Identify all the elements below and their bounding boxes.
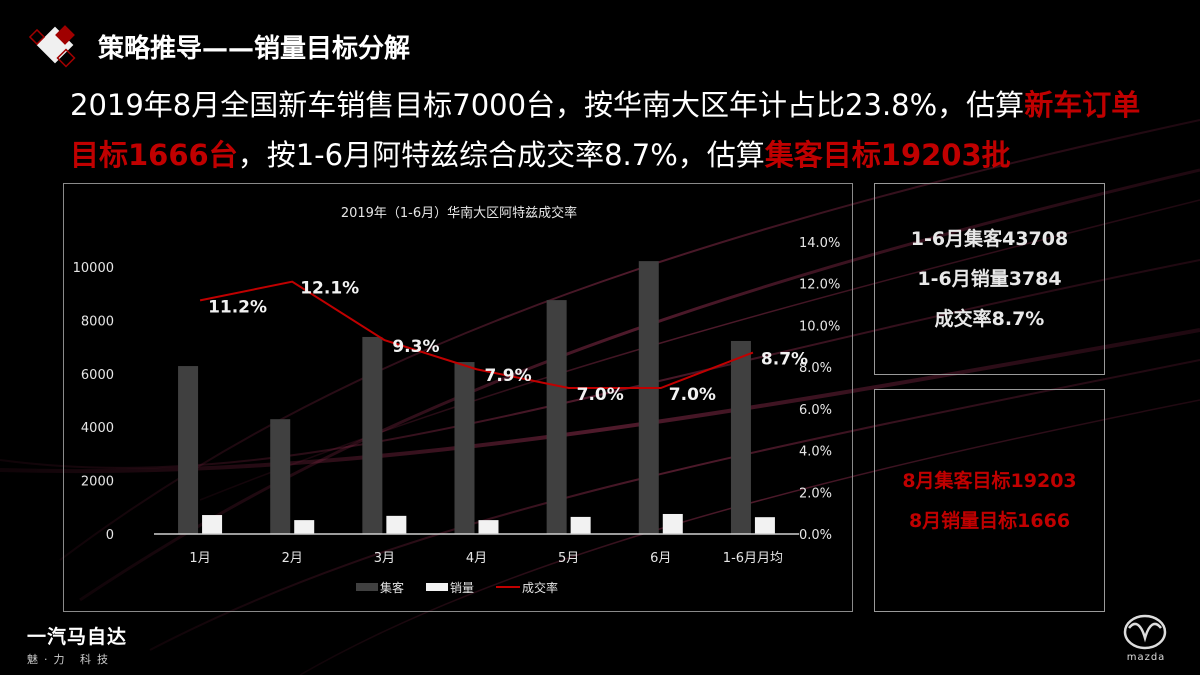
bar-sales	[294, 520, 315, 534]
bar-leads	[730, 340, 751, 534]
rate-data-label: 9.3%	[392, 337, 439, 357]
lead-target-highlight: 集客目标19203批	[764, 138, 1011, 172]
left-axis-tick: 4000	[81, 421, 114, 436]
x-axis-label: 1-6月月均	[723, 551, 783, 566]
chart-title: 2019年（1-6月）华南大区阿特兹成交率	[341, 205, 577, 221]
bar-sales	[202, 515, 223, 534]
right-axis-tick: 0.0%	[799, 528, 832, 543]
target-line-leads: 8月集客目标19203	[902, 469, 1077, 492]
bar-sales	[662, 513, 683, 534]
brand-name: 一汽马自达	[27, 626, 128, 648]
rate-data-label: 7.9%	[485, 366, 532, 386]
conversion-chart: 2019年（1-6月）华南大区阿特兹成交率 0 2000 4000 6000 8000 10…	[63, 183, 853, 612]
x-axis-label: 3月	[374, 551, 395, 566]
conversion-rate-line	[199, 280, 754, 389]
x-axis-label: 1月	[189, 551, 210, 566]
diamond-card-icon	[28, 25, 76, 68]
mazda-wordmark: mazda	[1126, 652, 1166, 663]
legend-swatch-sales	[426, 583, 448, 591]
legend-label-rate: 成交率	[522, 580, 558, 595]
chart-canvas: 2019年（1-6月）华南大区阿特兹成交率 0 2000 4000 6000 8000 10…	[73, 205, 841, 595]
summary-segment: 2019年8月全国新车销售目标7000台，按华南大区年计占比23.8%，估算	[70, 88, 1025, 122]
bar-sales	[478, 520, 499, 534]
bar-leads	[638, 261, 659, 534]
rate-data-label: 12.1%	[300, 279, 359, 299]
bar-leads	[546, 300, 567, 534]
rate-data-label: 8.7%	[761, 350, 808, 370]
summary-segment: ，按1-6月阿特兹综合成交率8.7%，估算	[237, 138, 765, 172]
x-axis-label: 2月	[282, 551, 303, 566]
bar-leads	[454, 362, 475, 534]
legend-label-leads: 集客	[380, 580, 404, 595]
mazda-logo-icon	[1123, 614, 1167, 650]
stats-box: 1-6月集客43708 1-6月销量3784 成交率8.7%	[874, 183, 1105, 375]
stats-line-sales: 1-6月销量3784	[917, 268, 1062, 290]
left-axis-tick: 2000	[81, 475, 114, 490]
rate-data-label: 7.0%	[577, 385, 624, 405]
stats-line-rate: 成交率8.7%	[934, 308, 1045, 330]
legend-swatch-leads	[356, 583, 378, 591]
x-axis-label: 4月	[466, 551, 487, 566]
bar-sales	[570, 516, 591, 534]
right-axis-tick: 4.0%	[799, 445, 832, 460]
summary-text: 2019年8月全国新车销售目标7000台，按华南大区年计占比23.8%，估算新车…	[70, 80, 1150, 180]
bar-leads	[362, 336, 383, 534]
stats-line-leads: 1-6月集客43708	[910, 228, 1069, 250]
left-axis-tick: 10000	[73, 261, 114, 276]
order-target-highlight: 新车订单目标1666台	[70, 88, 1141, 172]
target-box: 8月集客目标19203 8月销量目标1666	[874, 389, 1105, 612]
right-axis-tick: 12.0%	[799, 278, 840, 293]
right-axis-tick: 14.0%	[799, 236, 840, 251]
brand-tagline: 魅·力 科技	[27, 653, 114, 666]
bar-leads	[178, 366, 199, 534]
x-axis-label: 5月	[558, 551, 579, 566]
brand-logo: 一汽马自达 魅·力 科技	[27, 622, 127, 667]
left-axis-tick: 8000	[81, 314, 114, 329]
right-axis-tick: 10.0%	[799, 319, 840, 334]
right-axis-tick: 6.0%	[799, 403, 832, 418]
target-line-sales: 8月销量目标1666	[908, 509, 1071, 532]
left-axis-tick: 0	[106, 528, 114, 543]
left-axis-tick: 6000	[81, 368, 114, 383]
bar-leads	[270, 419, 291, 534]
right-axis-tick: 8.0%	[799, 361, 832, 376]
rate-data-label: 7.0%	[669, 385, 716, 405]
x-axis-label: 6月	[650, 551, 671, 566]
right-axis-tick: 2.0%	[799, 486, 832, 501]
rate-data-label: 11.2%	[208, 297, 267, 317]
bar-sales	[386, 515, 407, 534]
page-title: 策略推导——销量目标分解	[98, 34, 411, 64]
legend-label-sales: 销量	[450, 581, 474, 595]
bar-sales	[754, 517, 775, 534]
